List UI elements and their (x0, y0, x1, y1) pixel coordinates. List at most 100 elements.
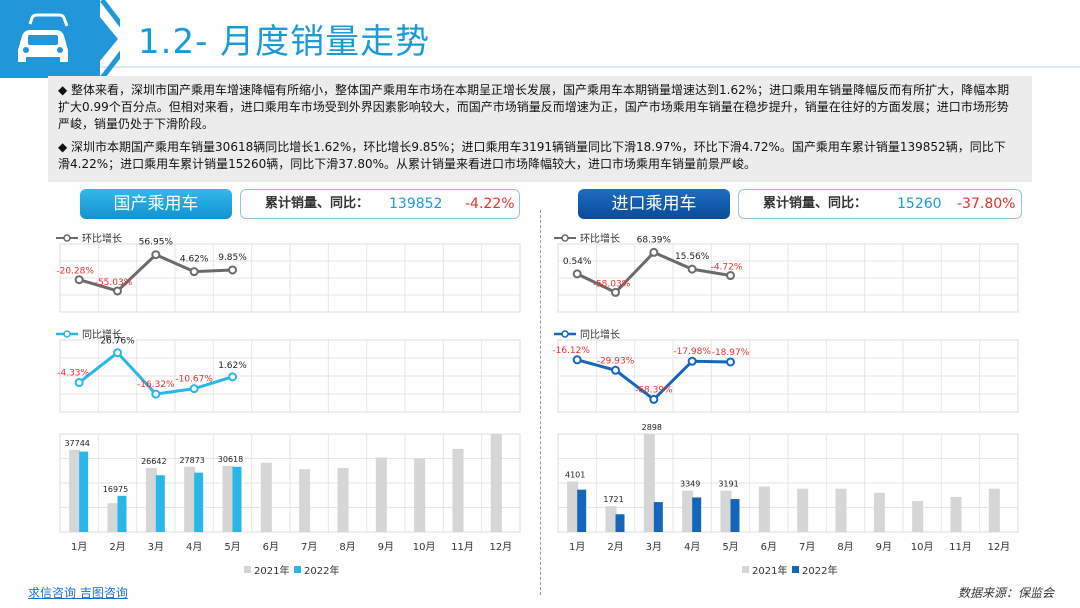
domestic-bar-2021 (452, 448, 464, 532)
domestic-yoy-legend-label: 同比增长 (82, 328, 122, 341)
imported-mom-legend-marker (561, 234, 569, 242)
link-qiuxin-label: 求信咨询 (28, 586, 77, 600)
domestic-x-tick-label: 8月 (339, 541, 355, 553)
imported-yoy-point (649, 394, 659, 404)
domestic-x-tick-label: 7月 (301, 541, 317, 553)
domestic-mom-point (151, 250, 161, 260)
domestic-bar-legend-2022-swatch (294, 566, 301, 573)
domestic-yoy-data-label: 26.76% (100, 337, 135, 347)
domestic-x-tick-label: 10月 (413, 541, 436, 553)
domestic-bar-data-label: 16975 (103, 485, 128, 494)
page-title: 1.2- 月度销量走势 (138, 22, 431, 62)
link-jitu-label[interactable]: 吉图咨询 (79, 586, 128, 600)
domestic-bar-2021 (145, 468, 157, 532)
domestic-yoy-point (151, 389, 161, 399)
header-divider (0, 66, 1080, 68)
imported-bar-data-label: 3191 (718, 480, 738, 489)
domestic-mom-data-label: 4.62% (180, 255, 209, 265)
imported-yoy-point (726, 357, 735, 367)
imported-bar-data-label: 4101 (565, 470, 585, 479)
imported-title-pill: 进口乘用车 (578, 189, 730, 219)
domestic-bar-2021 (260, 462, 272, 532)
imported-mom-point (687, 264, 697, 274)
domestic-mom-point (189, 267, 199, 277)
domestic-x-tick-label: 11月 (451, 541, 474, 553)
imported-bar-2021 (988, 488, 1000, 532)
imported-mom-data-label: 68.39% (637, 235, 672, 245)
domestic-yoy-point (74, 378, 84, 388)
car-icon (18, 13, 69, 62)
link-qiuxin[interactable]: 求信咨询 吉图咨询 (28, 584, 128, 601)
domestic-bar-legend-2021-swatch (244, 566, 251, 573)
imported-bar-data-label: 3349 (680, 480, 700, 489)
domestic-title-pill: 国产乘用车 (80, 189, 232, 219)
imported-bar-2021 (682, 490, 694, 532)
domestic-bar-2022 (232, 466, 242, 532)
summary-paragraph-1: ◆ 整体来看，深圳市国产乘用车增速降幅有所缩小，整体国产乘用车市场在本期呈正增长… (58, 83, 1010, 131)
imported-bar-legend-2022-swatch (792, 566, 799, 573)
domestic-bar-data-label: 27873 (179, 456, 204, 465)
domestic-bar-2021 (184, 466, 196, 532)
imported-bar-2021 (950, 496, 962, 532)
domestic-cumulative-box: 累计销量、同比： 139852 -4.22% (240, 189, 520, 219)
domestic-mom-data-label: 9.85% (218, 253, 247, 263)
domestic-x-tick-label: 1月 (71, 541, 87, 553)
imported-cum-label: 累计销量、同比： (763, 196, 868, 211)
imported-yoy-data-label: -17.98% (673, 347, 711, 357)
domestic-cum-yoy: -4.22% (465, 196, 515, 212)
imported-x-tick-label: 3月 (646, 541, 662, 553)
imported-bar-2022 (692, 497, 702, 532)
domestic-yoy-data-label: -10.67% (175, 375, 213, 385)
imported-yoy-data-label: -68.39% (635, 385, 673, 395)
domestic-x-tick-label: 2月 (109, 541, 125, 553)
domestic-yoy-point (189, 384, 199, 394)
domestic-mom-data-label: -55.03% (95, 278, 133, 288)
imported-cum-yoy: -37.80% (957, 196, 1016, 212)
domestic-x-tick-label: 9月 (378, 541, 394, 553)
imported-yoy-legend-label: 同比增长 (580, 328, 620, 341)
imported-x-tick-label: 6月 (761, 541, 777, 553)
imported-yoy-data-label: -16.12% (552, 346, 590, 356)
imported-cum-value: 15260 (897, 196, 942, 212)
imported-mom-data-label: 15.56% (675, 252, 710, 262)
imported-mom-point (611, 287, 620, 297)
imported-bar-data-label: 1721 (603, 495, 623, 504)
imported-bar-legend-2022: 2022年 (802, 564, 837, 577)
imported-bar-2021 (797, 488, 809, 532)
imported-bar-2021 (835, 488, 847, 532)
domestic-bar-2021 (107, 503, 119, 532)
data-source: 数据来源：保监会 (958, 586, 1055, 600)
imported-bar-2021 (567, 481, 579, 532)
domestic-cum-label: 累计销量、同比： (265, 196, 370, 211)
imported-x-tick-label: 12月 (987, 541, 1010, 553)
imported-x-tick-label: 8月 (837, 541, 853, 553)
domestic-bar-2021 (69, 449, 81, 532)
imported-bar-legend-2021: 2021年 (752, 564, 787, 577)
imported-x-tick-label: 7月 (799, 541, 815, 553)
imported-bar-2022 (577, 489, 587, 532)
domestic-bar-2021 (414, 458, 426, 532)
header-chevron-outline (100, 0, 120, 78)
imported-yoy-data-label: -29.93% (597, 356, 635, 366)
domestic-mom-point (74, 275, 84, 285)
imported-mom-data-label: -58.03% (593, 279, 631, 289)
domestic-bar-data-label: 26642 (141, 457, 166, 466)
domestic-bar-2022 (155, 475, 165, 532)
imported-x-tick-label: 4月 (684, 541, 700, 553)
imported-yoy-point (611, 365, 620, 375)
imported-x-tick-label: 1月 (569, 541, 585, 553)
domestic-bar-legend-2022: 2022年 (304, 564, 339, 577)
imported-bar-2021 (720, 490, 732, 532)
imported-mom-legend-label: 环比增长 (580, 232, 620, 245)
domestic-bar-data-label: 30618 (218, 455, 243, 464)
imported-bar-legend-2021-swatch (742, 566, 749, 573)
imported-bar-data-label: 2898 (642, 423, 662, 432)
domestic-yoy-point (228, 372, 237, 382)
domestic-bar-2021 (490, 434, 502, 532)
domestic-bar-2021 (299, 469, 311, 532)
domestic-bar-2021 (337, 468, 349, 532)
imported-yoy-point (572, 355, 582, 365)
imported-bar-2021 (758, 486, 770, 532)
summary-paragraph-2: ◆ 深圳市本期国产乘用车销量30618辆同比增长1.62%，环比增长9.85%；… (58, 140, 1006, 171)
